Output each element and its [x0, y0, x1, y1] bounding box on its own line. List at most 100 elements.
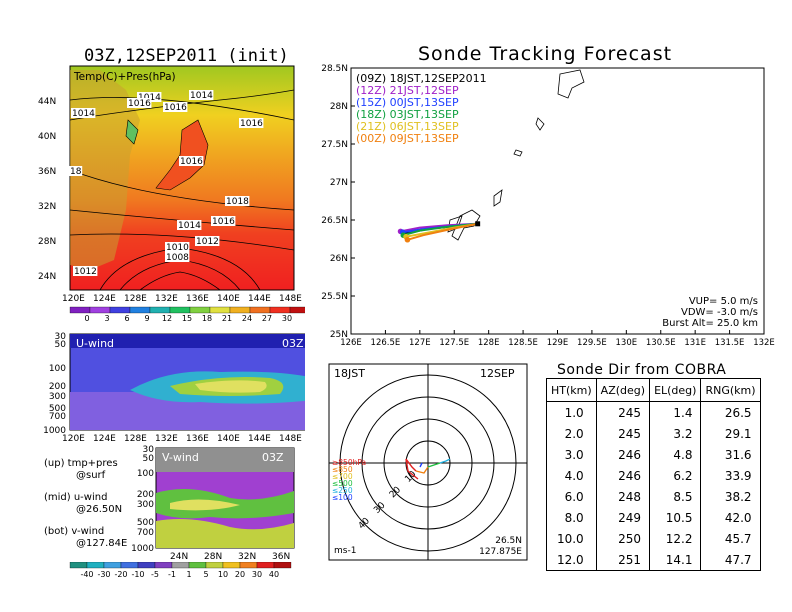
track-param-vup: VUP= 5.0 m/s [689, 296, 758, 307]
u-wind-pressure-tick: 200 [49, 382, 66, 392]
sonde-dir-cell: 42.0 [700, 507, 761, 528]
sonde-dir-header: AZ(deg) [595, 378, 651, 402]
track-legend-entry: (21Z) 06JST,13SEP [356, 120, 459, 133]
sonde-dir-cell: 2.0 [546, 423, 597, 444]
panel-notes: (up) tmp+pres @surf (mid) u-wind @26.50N… [44, 458, 127, 550]
v-colorbar-tick: -40 [80, 570, 93, 579]
u-wind-lon-tick: 128E [124, 434, 147, 444]
track-lat-tick: 26N [330, 254, 348, 264]
v-colorbar-tick: 40 [269, 570, 279, 579]
isobar-label: 1016 [240, 119, 263, 129]
v-colorbar-swatch [273, 562, 292, 569]
map-title: 03Z,12SEP2011 (init) [84, 46, 289, 66]
colorbar-tick: 18 [202, 314, 212, 322]
track-lon-tick: 132E [753, 338, 775, 348]
u-wind-lon-tick: 120E [62, 434, 85, 444]
u-wind-pressure-tick: 100 [49, 364, 66, 374]
tracking-map: 28.5N 28N 27.5N 27N 26.5N 26N 25.5N 25N 126E 126… [321, 64, 775, 348]
v-wind-section: V-wind 03Z 24N 28N 32N 36N [155, 447, 295, 562]
polar-height-legend: ≤700 [332, 472, 353, 481]
u-wind-lon-tick: 136E [186, 434, 209, 444]
map-lon-tick: 144E [248, 294, 271, 304]
u-wind-top-band [70, 334, 305, 348]
japan-land [155, 119, 209, 191]
note-top: (up) tmp+pres [44, 458, 118, 469]
v-colorbar-tick: 10 [218, 570, 228, 579]
v-colorbar-swatch [103, 562, 122, 569]
sonde-dir-cell: 12.0 [546, 549, 597, 571]
v-colorbar-swatch [120, 562, 139, 569]
sonde-dir-table-wrap: HT(km) AZ(deg) EL(deg) RNG(km) 1.0 245 1.4 26.… [546, 378, 761, 571]
v-colorbar-tick: -20 [114, 570, 127, 579]
isobar-label-bg [165, 242, 190, 252]
colorbar-tick: 21 [222, 314, 232, 322]
track-lat-tick: 26.5N [321, 216, 348, 226]
map-lon-tick: 124E [93, 294, 116, 304]
sonde-dir-cell: 248 [595, 486, 651, 507]
map-lat-tick: 32N [38, 202, 56, 212]
v-wind-lat-tick: 36N [272, 552, 290, 562]
v-wind-lat-tick: 24N [170, 552, 188, 562]
track-lat-tick: 27.5N [321, 140, 348, 150]
sonde-dir-cell: 251 [595, 549, 651, 571]
isobar-label: 1012 [74, 267, 97, 277]
colorbar-swatch [129, 306, 151, 314]
v-colorbar-swatch [69, 562, 88, 569]
polar-rings [329, 364, 527, 560]
track-lon-tick: 126.5E [371, 338, 401, 348]
launch-marker [475, 221, 481, 227]
isobar-label-bg [127, 98, 152, 108]
isobar-label: 1008 [166, 253, 189, 263]
polar-lon: 127.875E [479, 547, 522, 557]
sonde-dir-cell: 245 [595, 401, 651, 423]
map-lon-tick: 140E [217, 294, 240, 304]
colorbar-tick: 9 [144, 314, 149, 322]
v-colorbar-swatch [86, 562, 105, 569]
v-colorbar-swatch [188, 562, 207, 569]
map-lon-tick: 136E [186, 294, 209, 304]
v-colorbar-tick: 20 [235, 570, 245, 579]
note-top-level: @surf [76, 470, 106, 481]
colorbar-swatch [289, 306, 305, 314]
polar-unit: ms-1 [334, 546, 356, 556]
track-lon-tick: 127E [409, 338, 431, 348]
u-wind-pressure-tick: 30 [55, 332, 67, 342]
track-legend-entry: (12Z) 21JST,12SEP [356, 84, 459, 97]
isobar-label: 1012 [196, 237, 219, 247]
v-wind-lat-tick: 32N [238, 552, 256, 562]
track-param-burst: Burst Alt= 25.0 km [662, 318, 758, 329]
v-colorbar-swatch [205, 562, 224, 569]
sonde-dir-row: 10.0 250 12.2 45.7 [546, 528, 761, 549]
isobar-label-bg [177, 220, 202, 230]
u-wind-time: 03Z [282, 337, 304, 350]
colorbar-swatch [169, 306, 191, 314]
polar-left-label: 18JST [334, 367, 365, 380]
colorbar-tick: 12 [162, 314, 172, 322]
u-wind-pressure-tick: 50 [55, 340, 67, 350]
sonde-dir-row: 3.0 246 4.8 31.6 [546, 444, 761, 465]
sonde-dir-cell: 1.0 [546, 401, 597, 423]
sonde-dir-cell: 14.1 [649, 549, 702, 571]
v-wind-pressure-tick: 700 [137, 528, 154, 538]
isobar-label-bg [71, 108, 96, 118]
isobar-label: 18 [70, 167, 82, 177]
u-wind-pressure-tick: 1000 [43, 426, 66, 436]
track-lon-tick: 127.5E [439, 338, 469, 348]
track-lon-tick: 130.5E [646, 338, 676, 348]
isobar-label-bg [73, 266, 98, 276]
polar-lat: 26.5N [495, 536, 522, 546]
track-lon-tick: 128.5E [508, 338, 538, 348]
sonde-dir-row: 12.0 251 14.1 47.7 [546, 549, 761, 571]
polar-height-legend: ≤500 [332, 479, 353, 488]
isobar-label-bg [239, 118, 264, 128]
sonde-dir-cell: 246 [595, 444, 651, 465]
sonde-dir-cell: 10.5 [649, 507, 702, 528]
note-bot: (bot) v-wind [44, 526, 105, 537]
v-wind-band-low [156, 519, 294, 548]
v-wind-core [170, 499, 240, 511]
sonde-dir-cell: 6.0 [546, 486, 597, 507]
sonde-dir-title: Sonde Dir from COBRA [557, 362, 727, 378]
isobar-label: 1014 [190, 91, 213, 101]
map-lon-tick: 132E [155, 294, 178, 304]
